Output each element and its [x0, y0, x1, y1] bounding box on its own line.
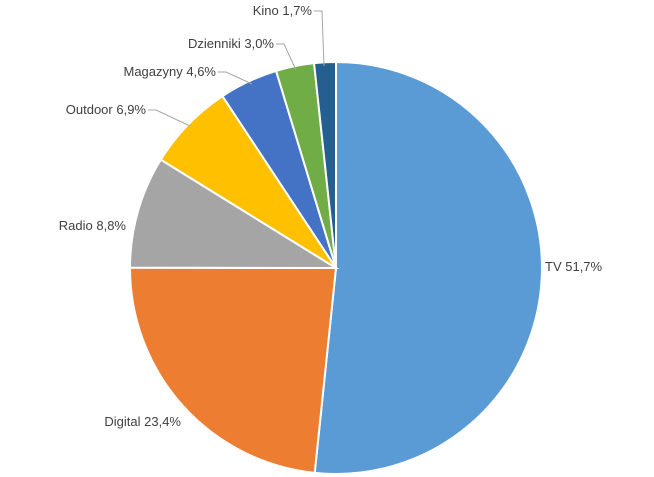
slice-name: TV — [545, 259, 562, 274]
slice-label-radio: Radio 8,8% — [59, 218, 127, 233]
slice-label-dzienniki: Dzienniki 3,0% — [188, 36, 274, 51]
slice-tv — [313, 60, 543, 475]
slice-name: Digital — [104, 414, 140, 429]
slice-value: 4,6% — [183, 64, 217, 79]
slice-label-outdoor: Outdoor 6,9% — [66, 102, 147, 117]
slice-kino — [312, 60, 337, 269]
leader-line-dzienniki — [276, 43, 297, 71]
pie-slices — [128, 60, 543, 475]
slice-value: 8,8% — [93, 218, 127, 233]
slice-radio — [128, 158, 340, 270]
slice-value: 23,4% — [141, 414, 182, 429]
leader-line-outdoor — [148, 109, 191, 127]
slice-value: 6,9% — [113, 102, 147, 117]
slice-value: 3,0% — [241, 36, 275, 51]
slice-label-magazyny: Magazyny 4,6% — [124, 64, 217, 79]
slice-name: Outdoor — [66, 102, 114, 117]
slice-value: 1,7% — [279, 3, 313, 18]
slice-labels: TV 51,7% Digital 23,4% Radio 8,8% Outdoor 6… — [59, 3, 603, 429]
slice-name: Radio — [59, 218, 93, 233]
leader-lines — [148, 10, 325, 127]
slice-value: 51,7% — [562, 259, 603, 274]
leader-line-magazyny — [218, 71, 253, 85]
slice-digital — [128, 266, 338, 474]
slice-name: Kino — [253, 3, 279, 18]
slice-name: Magazyny — [124, 64, 184, 79]
slice-label-tv: TV 51,7% — [545, 259, 603, 274]
slice-label-digital: Digital 23,4% — [104, 414, 181, 429]
leader-line-kino — [314, 10, 325, 67]
slice-label-kino: Kino 1,7% — [253, 3, 313, 18]
slice-name: Dzienniki — [188, 36, 241, 51]
